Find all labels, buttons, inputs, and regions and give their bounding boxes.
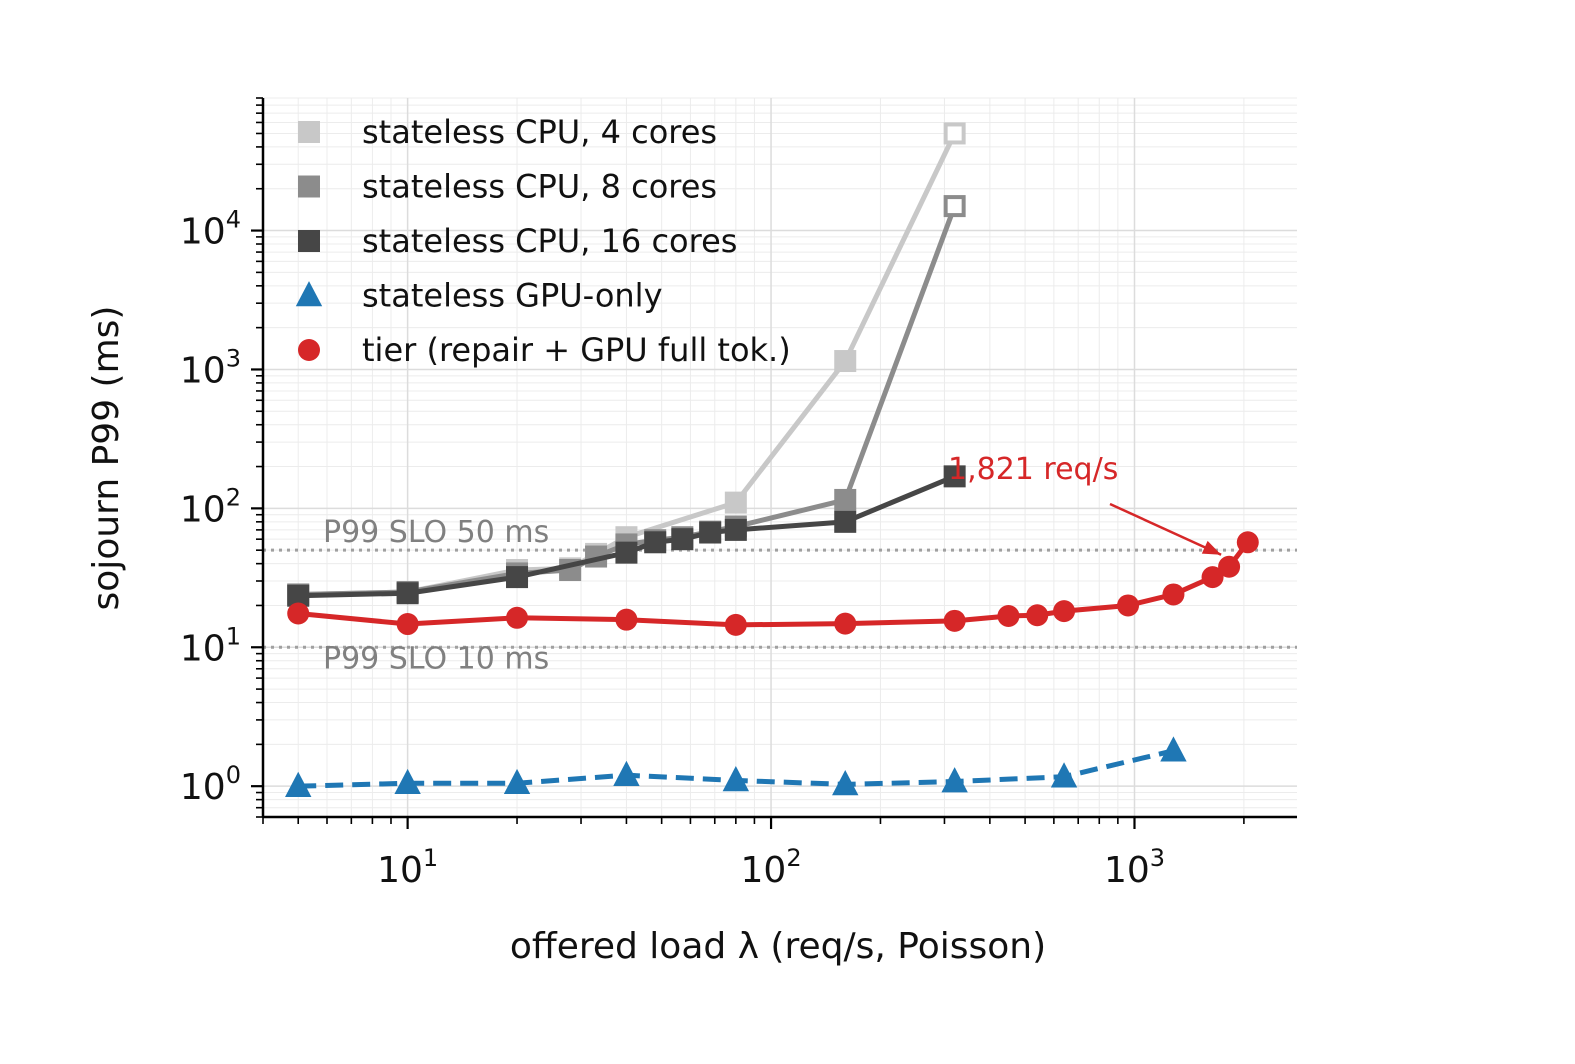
data-point	[834, 350, 857, 373]
data-point	[699, 521, 722, 544]
data-point	[671, 528, 694, 551]
y-tick-label: 104	[180, 206, 241, 253]
legend-item: stateless CPU, 16 cores	[298, 222, 737, 260]
legend-marker	[298, 121, 320, 143]
legend-label: tier (repair + GPU full tok.)	[362, 331, 791, 369]
series-2	[287, 465, 966, 607]
minor-grid	[262, 97, 1297, 818]
x-axis-label: offered load λ (req/s, Poisson)	[510, 926, 1046, 967]
legend-label: stateless CPU, 16 cores	[362, 222, 737, 260]
data-point	[834, 488, 857, 511]
y-tick-label: 101	[180, 622, 241, 669]
data-point	[943, 195, 966, 218]
legend-item: stateless CPU, 4 cores	[298, 113, 717, 151]
ticks: 101 102 103 100 101 102 103 104	[180, 97, 1245, 891]
data-point	[1162, 583, 1185, 606]
data-point	[943, 465, 966, 488]
x-tick-label: 103	[1104, 844, 1165, 891]
data-point	[724, 518, 747, 541]
series-3	[285, 736, 1187, 797]
y-axis-label: sojourn P99 (ms)	[86, 306, 127, 611]
x-tick-label: 102	[741, 844, 802, 891]
data-point	[287, 602, 310, 625]
data-point	[394, 768, 421, 795]
series-layer	[285, 122, 1259, 797]
reference-lines: P99 SLO 50 ms P99 SLO 10 ms	[263, 515, 1297, 676]
data-point	[503, 768, 531, 795]
data-point	[1117, 594, 1140, 617]
data-point	[1201, 566, 1224, 589]
data-point	[396, 582, 419, 605]
data-point	[615, 541, 638, 564]
data-point	[834, 510, 857, 533]
legend-label: stateless CPU, 4 cores	[362, 113, 717, 151]
y-tick-label: 100	[180, 761, 241, 808]
slo-label: P99 SLO 50 ms	[323, 515, 549, 550]
data-point	[1236, 531, 1259, 554]
data-point	[724, 491, 747, 514]
legend-marker	[298, 230, 320, 252]
data-point	[941, 767, 968, 793]
data-point	[644, 531, 667, 554]
legend-marker	[298, 339, 320, 361]
data-point	[506, 606, 529, 629]
series-line	[298, 205, 957, 597]
data-point	[997, 604, 1020, 627]
data-point	[506, 566, 529, 589]
annotation: 1,821 req/s	[948, 452, 1222, 556]
major-grid	[263, 98, 1297, 817]
data-point	[1053, 600, 1076, 623]
legend-item: stateless CPU, 8 cores	[298, 168, 717, 206]
data-point	[832, 770, 859, 796]
data-point	[613, 760, 640, 786]
data-point	[943, 122, 966, 145]
data-point	[287, 584, 310, 607]
annotation-label: 1,821 req/s	[948, 452, 1118, 487]
data-point	[1026, 604, 1049, 627]
legend-label: stateless GPU-only	[362, 277, 663, 315]
series-line	[298, 474, 956, 599]
legend-marker	[298, 175, 320, 198]
data-point	[724, 613, 747, 636]
legend: stateless CPU, 4 cores stateless CPU, 8 c…	[295, 113, 791, 369]
data-point	[1160, 736, 1187, 762]
annotation-arrow-head	[1201, 540, 1222, 555]
annotation-arrow-line	[1109, 502, 1222, 556]
data-point	[396, 613, 419, 636]
data-point	[615, 608, 638, 631]
legend-label: stateless CPU, 8 cores	[362, 168, 717, 206]
data-point	[834, 612, 857, 635]
y-tick-label: 102	[180, 483, 241, 530]
y-tick-label: 103	[180, 344, 241, 391]
legend-item: stateless GPU-only	[295, 277, 663, 315]
data-point	[285, 771, 312, 797]
legend-item: tier (repair + GPU full tok.)	[298, 331, 791, 369]
series-4	[287, 531, 1259, 636]
slo-label: P99 SLO 10 ms	[323, 641, 549, 676]
axes	[261, 98, 1297, 819]
x-tick-label: 101	[377, 844, 438, 891]
data-point	[722, 766, 750, 792]
data-point	[943, 609, 966, 632]
data-point	[1218, 555, 1241, 578]
data-point	[1050, 762, 1078, 788]
legend-marker	[295, 281, 323, 307]
